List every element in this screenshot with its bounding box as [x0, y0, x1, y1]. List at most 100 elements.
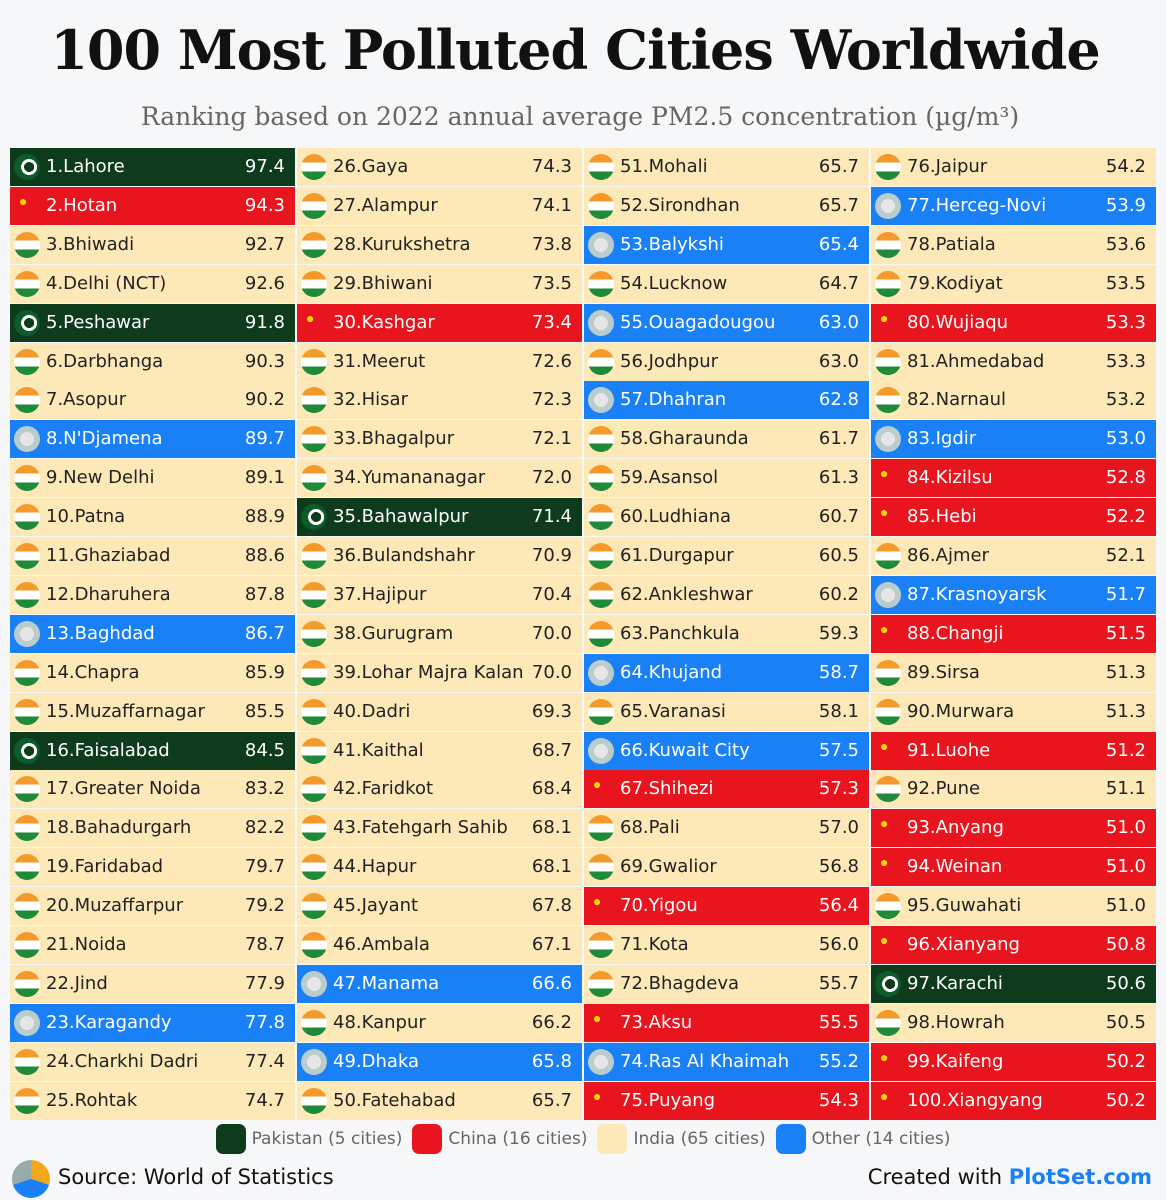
- row: 49.Dhaka 65.8: [297, 1042, 582, 1081]
- pm25-value: 65.7: [818, 156, 859, 177]
- pm25-value: 53.9: [1105, 194, 1146, 216]
- flag-icon: [14, 1048, 40, 1075]
- row: 35.Bahawalpur 71.4: [297, 498, 582, 537]
- flag-icon: [588, 154, 614, 180]
- legend-item: China (16 cities): [412, 1124, 587, 1154]
- flag-icon: [301, 815, 327, 842]
- title: 100 Most Polluted Cities Worldwide: [50, 18, 1100, 82]
- pm25-value: 72.3: [531, 389, 572, 411]
- city-label: 67.Shihezi: [620, 778, 714, 800]
- row: 5.Peshawar 91.8: [10, 303, 295, 342]
- city-label: 95.Guwahati: [907, 895, 1022, 917]
- pm25-value: 83.2: [244, 778, 285, 800]
- flag-icon: [875, 893, 901, 920]
- row: 58.Gharaunda 61.7: [584, 420, 869, 459]
- flag-icon: [588, 932, 614, 958]
- city-label: 89.Sirsa: [907, 661, 980, 683]
- pm25-value: 56.0: [818, 934, 859, 955]
- flag-icon: [875, 504, 901, 531]
- row: 87.Krasnoyarsk 51.7: [871, 575, 1156, 614]
- pm25-value: 71.4: [531, 506, 572, 528]
- row: 4.Delhi (NCT) 92.6: [10, 264, 295, 303]
- flag-icon: [588, 893, 614, 920]
- pm25-value: 68.1: [531, 856, 572, 878]
- flag-icon: [301, 854, 327, 881]
- row: 55.Ouagadougou 63.0: [584, 303, 869, 342]
- city-label: 24.Charkhi Dadri: [46, 1050, 199, 1072]
- city-label: 5.Peshawar: [46, 311, 150, 333]
- city-label: 66.Kuwait City: [620, 739, 750, 761]
- city-label: 35.Bahawalpur: [333, 506, 469, 528]
- flag-icon: [875, 1009, 901, 1036]
- pm25-value: 51.0: [1105, 817, 1146, 839]
- pm25-value: 55.5: [818, 1011, 859, 1033]
- row: 25.Rohtak 74.7: [10, 1081, 295, 1120]
- city-label: 47.Manama: [333, 972, 440, 994]
- row: 42.Faridkot 68.4: [297, 770, 582, 809]
- flag-icon: [875, 270, 901, 297]
- row: 16.Faisalabad 84.5: [10, 731, 295, 770]
- city-label: 22.Jind: [46, 972, 108, 994]
- row: 28.Kurukshetra 73.8: [297, 225, 582, 264]
- city-label: 80.Wujiaqu: [907, 311, 1009, 333]
- row: 1.Lahore 97.4: [10, 148, 295, 186]
- flag-icon: [875, 815, 901, 842]
- city-label: 18.Bahadurgarh: [46, 817, 192, 839]
- row: 38.Gurugram 70.0: [297, 614, 582, 653]
- legend-label: Pakistan (5 cities): [251, 1129, 403, 1149]
- pm25-value: 86.7: [244, 622, 285, 644]
- flag-icon: [875, 309, 901, 336]
- flag-icon: [14, 970, 40, 997]
- city-label: 100.Xiangyang: [907, 1089, 1043, 1111]
- city-label: 76.Jaipur: [907, 156, 988, 177]
- city-label: 88.Changji: [907, 622, 1004, 644]
- flag-icon: [588, 1087, 614, 1114]
- city-label: 51.Mohali: [620, 156, 708, 177]
- flag-icon: [301, 309, 327, 336]
- row: 84.Kizilsu 52.8: [871, 459, 1156, 498]
- row: 43.Fatehgarh Sahib 68.1: [297, 809, 582, 848]
- pm25-value: 50.8: [1105, 934, 1146, 955]
- legend-swatch: [597, 1124, 628, 1154]
- pm25-value: 90.3: [244, 350, 285, 372]
- row: 23.Karagandy 77.8: [10, 1003, 295, 1042]
- city-label: 25.Rohtak: [46, 1089, 138, 1111]
- city-label: 44.Hapur: [333, 856, 417, 878]
- legend-label: Other (14 cities): [811, 1129, 951, 1149]
- row: 75.Puyang 54.3: [584, 1081, 869, 1120]
- flag-icon: [588, 1009, 614, 1036]
- row: 62.Ankleshwar 60.2: [584, 575, 869, 614]
- flag-icon: [14, 192, 40, 219]
- pm25-value: 85.5: [244, 700, 285, 722]
- pm25-value: 64.7: [818, 272, 859, 294]
- city-label: 96.Xianyang: [907, 934, 1020, 955]
- city-label: 23.Karagandy: [46, 1011, 172, 1033]
- city-label: 85.Hebi: [907, 506, 977, 528]
- flag-icon: [301, 504, 327, 531]
- row: 14.Chapra 85.9: [10, 653, 295, 692]
- city-label: 14.Chapra: [46, 661, 140, 683]
- city-label: 26.Gaya: [333, 156, 409, 177]
- city-label: 54.Lucknow: [620, 272, 728, 294]
- city-label: 56.Jodhpur: [620, 350, 719, 372]
- pm25-value: 77.8: [244, 1011, 285, 1033]
- pm25-value: 68.7: [531, 739, 572, 761]
- pm25-value: 60.7: [818, 506, 859, 528]
- city-label: 55.Ouagadougou: [620, 311, 776, 333]
- pm25-value: 54.3: [818, 1089, 859, 1111]
- city-label: 11.Ghaziabad: [46, 545, 171, 566]
- pm25-value: 97.4: [244, 156, 285, 177]
- city-label: 82.Narnaul: [907, 389, 1007, 411]
- flag-icon: [588, 620, 614, 647]
- pm25-value: 52.2: [1105, 506, 1146, 528]
- row: 6.Darbhanga 90.3: [10, 342, 295, 381]
- row: 71.Kota 56.0: [584, 926, 869, 964]
- flag-icon: [14, 737, 40, 764]
- city-label: 31.Meerut: [333, 350, 426, 372]
- pm25-value: 65.7: [531, 1089, 572, 1111]
- row: 97.Karachi 50.6: [871, 964, 1156, 1003]
- pm25-value: 51.7: [1105, 583, 1146, 605]
- flag-icon: [14, 154, 40, 180]
- flag-icon: [588, 854, 614, 881]
